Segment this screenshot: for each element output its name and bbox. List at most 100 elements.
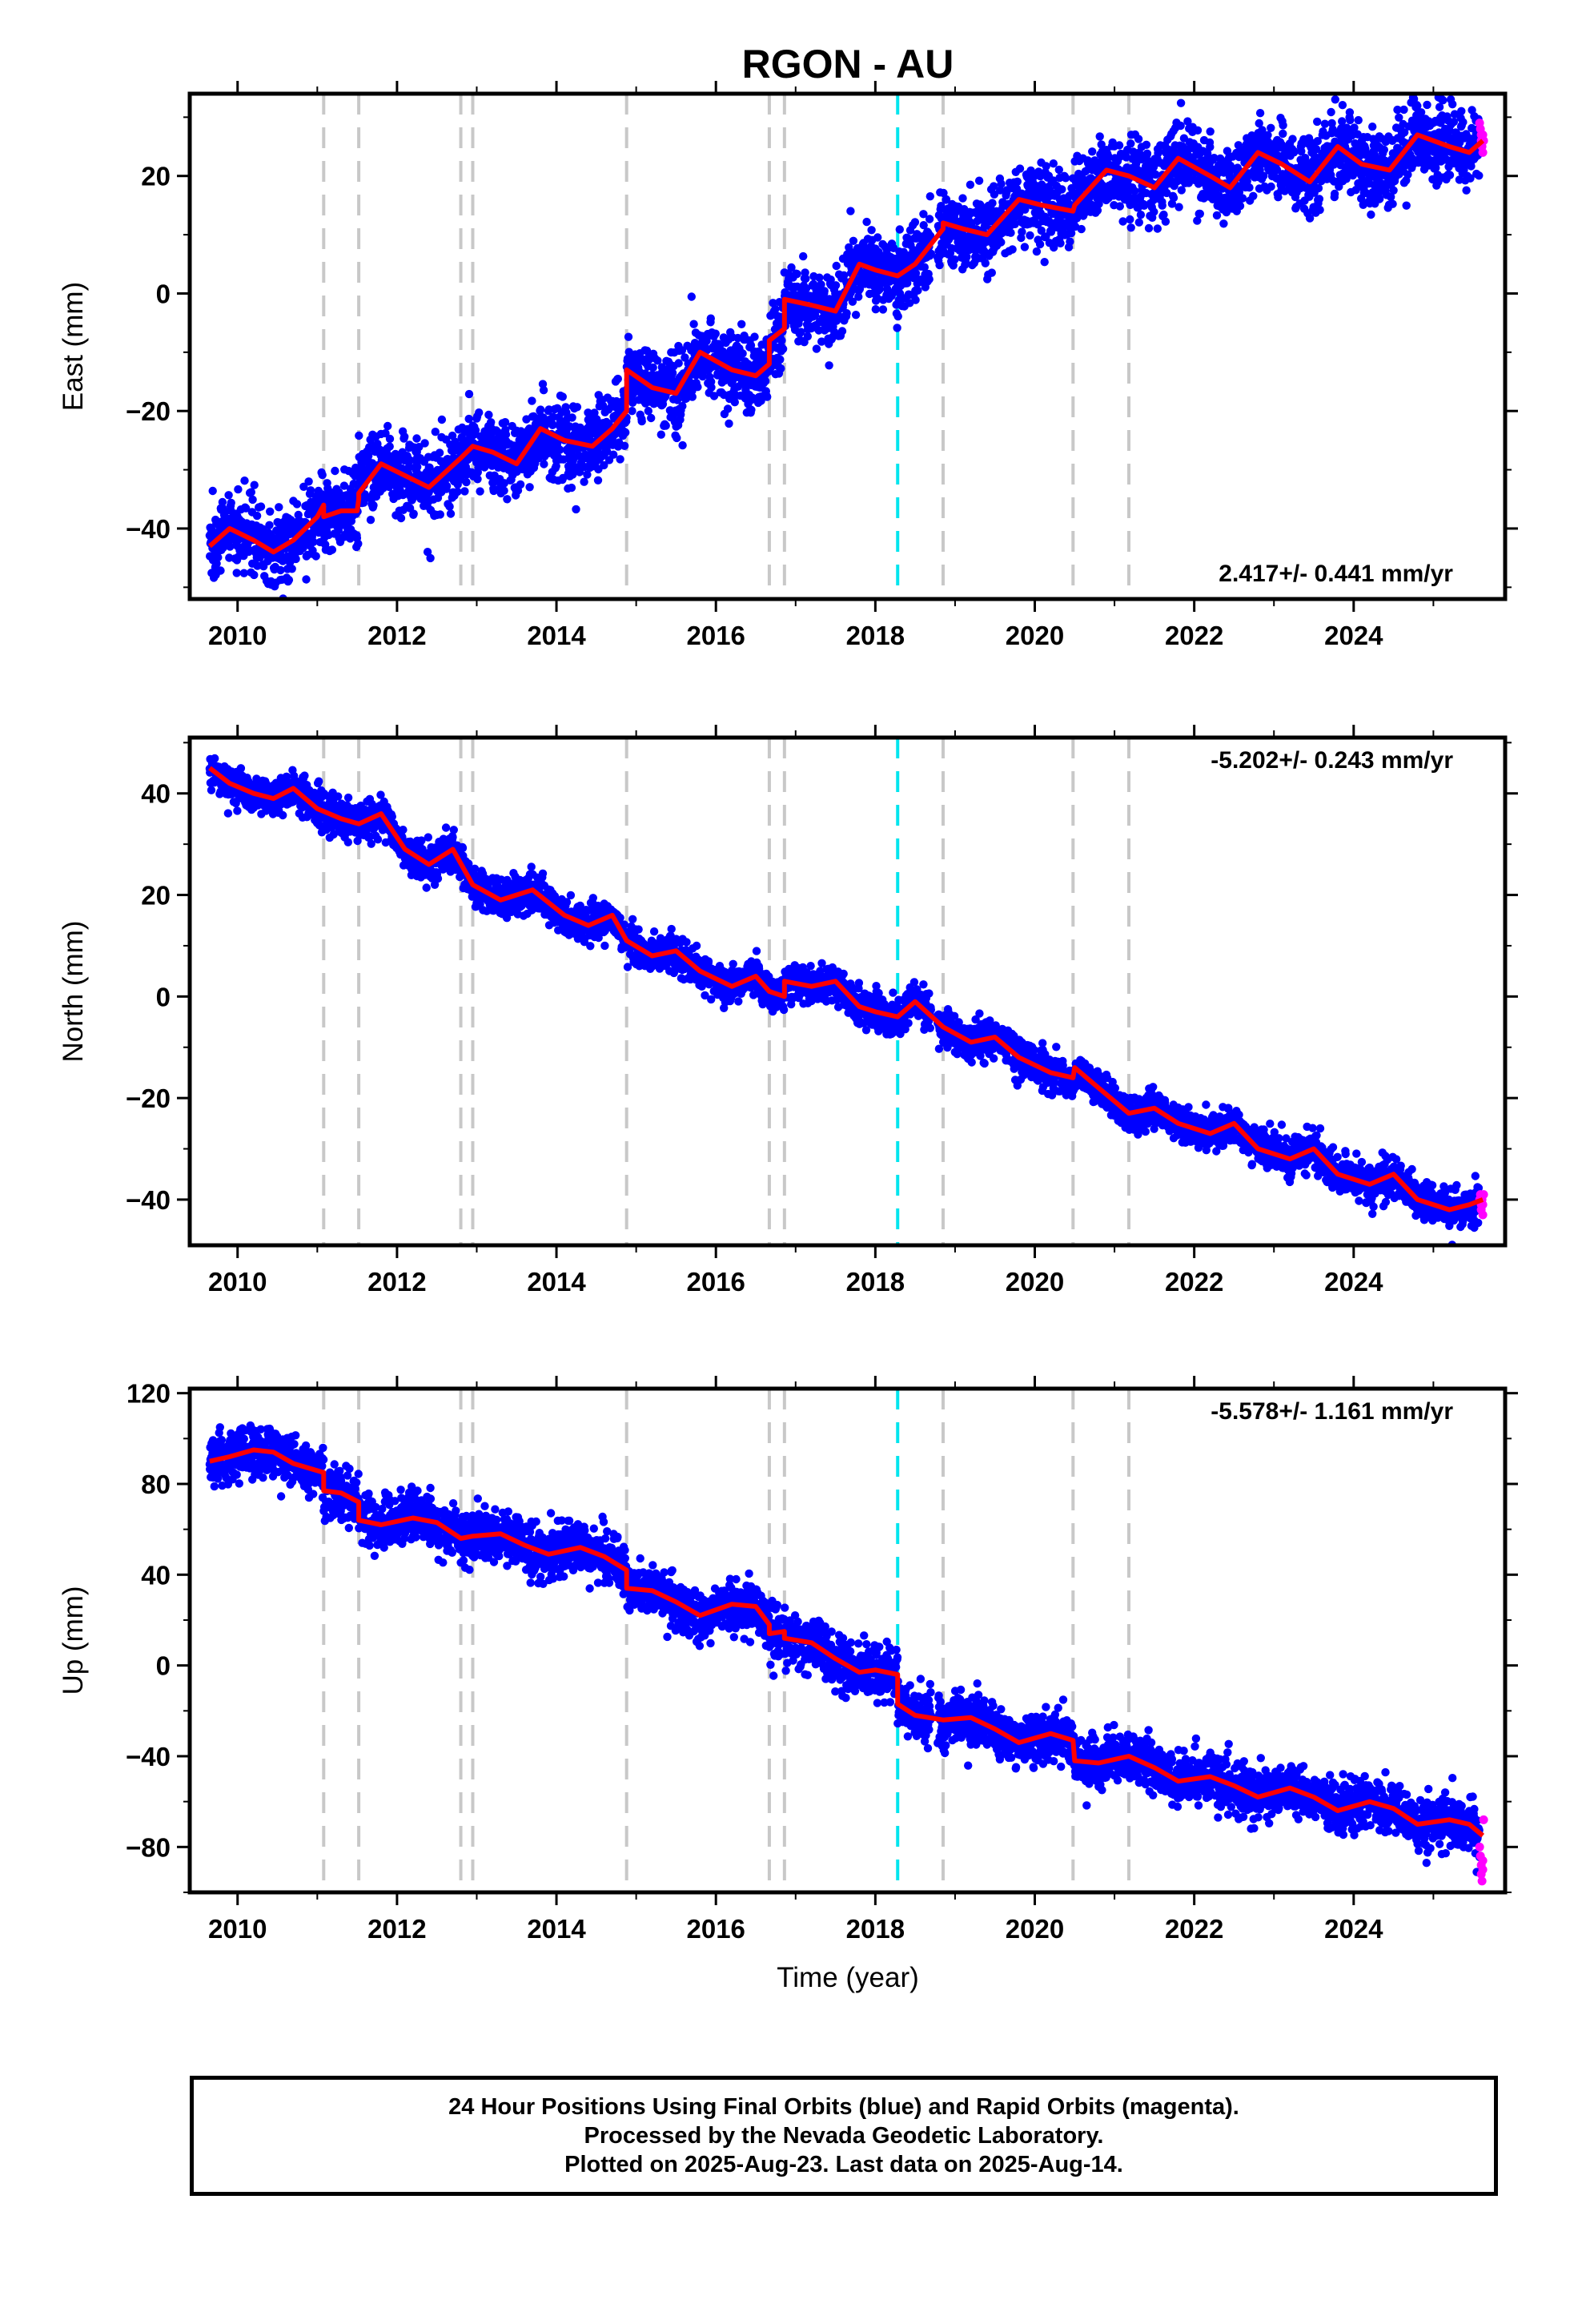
x-tick-label: 2020 — [1006, 621, 1064, 650]
data-point — [558, 392, 567, 401]
data-point — [1169, 193, 1178, 203]
data-point — [1104, 153, 1114, 162]
data-point — [327, 545, 337, 554]
data-point — [1013, 177, 1022, 186]
data-point — [487, 418, 496, 427]
data-point — [1279, 121, 1287, 130]
data-point — [1466, 174, 1475, 183]
data-point — [435, 448, 444, 457]
data-point — [489, 486, 498, 496]
data-point — [1379, 145, 1389, 155]
data-point — [279, 810, 287, 820]
data-point — [1050, 243, 1058, 252]
data-point — [787, 263, 796, 272]
data-point — [1054, 165, 1064, 175]
data-point — [771, 304, 780, 314]
data-point — [1115, 202, 1125, 211]
data-point — [525, 483, 534, 492]
data-point — [926, 249, 936, 258]
data-point — [1058, 185, 1066, 194]
data-point — [1176, 121, 1185, 131]
data-point — [1122, 153, 1131, 162]
data-point — [311, 552, 320, 561]
x-tick-label: 2016 — [686, 621, 745, 650]
data-point — [893, 312, 902, 321]
data-point — [730, 398, 739, 407]
data-point — [1389, 186, 1398, 195]
data-point — [1427, 79, 1435, 87]
data-point — [1037, 226, 1046, 235]
data-point — [226, 542, 235, 551]
final-orbit-points — [205, 754, 1484, 1245]
data-point — [706, 314, 715, 323]
data-point — [516, 480, 525, 489]
data-point — [673, 433, 681, 443]
data-point — [925, 275, 934, 283]
data-point — [476, 487, 484, 496]
data-point — [620, 441, 629, 450]
data-point — [1393, 105, 1402, 115]
data-point — [528, 396, 536, 405]
data-point — [1008, 245, 1017, 254]
data-point — [1290, 147, 1299, 156]
data-point — [910, 218, 920, 227]
data-point — [996, 186, 1005, 195]
data-point — [536, 405, 545, 414]
data-point — [1235, 187, 1244, 197]
data-point — [1151, 170, 1160, 179]
data-point — [1088, 147, 1097, 156]
data-point — [339, 481, 349, 490]
data-point — [302, 575, 311, 584]
y-tick-label: 20 — [141, 162, 171, 191]
data-point — [903, 279, 912, 287]
data-point — [974, 176, 984, 185]
data-point — [242, 504, 251, 513]
data-point — [1114, 141, 1124, 150]
data-point — [1177, 186, 1186, 195]
data-point — [292, 500, 302, 509]
data-point — [529, 412, 538, 421]
data-point — [1032, 247, 1042, 256]
data-point — [738, 349, 747, 358]
data-point — [839, 271, 849, 279]
data-point — [1288, 135, 1297, 143]
data-point — [1162, 188, 1171, 198]
data-point — [1040, 258, 1049, 267]
data-point — [1176, 99, 1186, 107]
x-tick-label: 2014 — [527, 621, 586, 650]
data-point — [1066, 228, 1076, 238]
data-point — [911, 269, 921, 278]
plot-area — [205, 78, 1488, 599]
data-point — [256, 502, 266, 511]
rapid-point — [1478, 147, 1488, 157]
data-point — [1174, 203, 1183, 211]
data-point — [1263, 131, 1272, 139]
data-point — [1346, 115, 1355, 125]
data-point — [1026, 231, 1034, 240]
data-point — [453, 487, 462, 497]
data-point — [1338, 117, 1347, 126]
data-point — [871, 305, 881, 314]
data-point — [431, 428, 440, 436]
data-point — [473, 475, 482, 484]
data-point — [761, 376, 770, 386]
data-point — [282, 772, 291, 782]
data-point — [709, 392, 719, 400]
data-point — [590, 408, 599, 417]
data-point — [1416, 108, 1426, 117]
data-point — [306, 486, 315, 495]
data-point — [939, 188, 948, 198]
data-point — [239, 569, 248, 577]
data-point — [920, 263, 930, 271]
data-point — [309, 537, 318, 546]
data-point — [1238, 194, 1247, 203]
data-point — [1206, 127, 1215, 136]
data-point — [1449, 118, 1459, 127]
data-point — [1457, 107, 1466, 115]
x-tick-label: 2010 — [208, 621, 267, 650]
data-point — [1427, 78, 1435, 86]
data-point — [250, 480, 259, 489]
data-point — [1423, 100, 1431, 110]
data-point — [1279, 129, 1287, 139]
data-point — [299, 482, 308, 491]
